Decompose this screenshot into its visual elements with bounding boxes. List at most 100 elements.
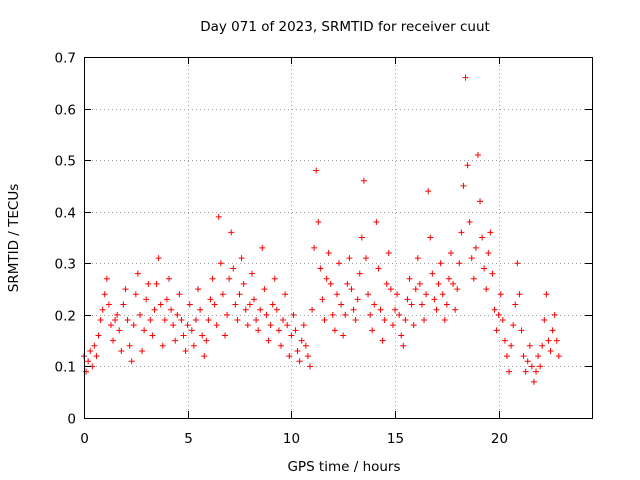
data-point (456, 260, 463, 267)
data-point (375, 265, 382, 272)
data-point (352, 317, 359, 324)
data-point (398, 332, 405, 339)
data-point (277, 342, 284, 349)
data-point (321, 317, 328, 324)
data-point (149, 332, 156, 339)
data-point (110, 337, 117, 344)
data-point (294, 347, 301, 354)
data-point (253, 317, 260, 324)
data-point (396, 311, 403, 318)
data-point (139, 347, 146, 354)
data-point (134, 270, 141, 277)
data-point (143, 296, 150, 303)
data-point (323, 275, 330, 282)
data-point (491, 306, 498, 313)
data-point (190, 342, 197, 349)
data-point (151, 306, 158, 313)
data-point (443, 301, 450, 308)
data-point (153, 280, 160, 287)
data-point (452, 306, 459, 313)
data-point (207, 296, 214, 303)
data-point (141, 327, 148, 334)
data-point (182, 347, 189, 354)
data-point (145, 280, 152, 287)
data-point (292, 327, 299, 334)
data-point (215, 213, 222, 220)
data-point (429, 270, 436, 277)
data-point (450, 280, 457, 287)
data-point (481, 265, 488, 272)
data-point (265, 337, 272, 344)
x-tick-label: 10 (283, 431, 300, 447)
data-point (358, 234, 365, 241)
data-point (501, 337, 508, 344)
data-point (408, 301, 415, 308)
y-axis-label: SRMTID / TECUs (6, 184, 22, 292)
grid (84, 57, 592, 418)
data-point (383, 280, 390, 287)
data-point (406, 275, 413, 282)
data-point (124, 317, 131, 324)
data-point (280, 317, 287, 324)
data-point (506, 368, 513, 375)
data-point (387, 286, 394, 293)
data-point (402, 317, 409, 324)
data-point (373, 219, 380, 226)
data-point (259, 244, 266, 251)
data-point (238, 255, 245, 262)
data-point (470, 275, 477, 282)
plot-frame (84, 57, 593, 419)
data-point (286, 353, 293, 360)
data-point (342, 311, 349, 318)
data-point (168, 306, 175, 313)
y-tick-label: 0.4 (55, 206, 76, 222)
data-point (533, 368, 540, 375)
data-point (290, 311, 297, 318)
data-point (462, 74, 469, 81)
y-tick-label: 0.2 (55, 309, 76, 325)
data-point (379, 337, 386, 344)
data-point (516, 291, 523, 298)
data-point (269, 301, 276, 308)
data-point (248, 270, 255, 277)
data-point (439, 291, 446, 298)
data-point (350, 306, 357, 313)
data-point (288, 332, 295, 339)
data-point (514, 260, 521, 267)
data-point (327, 280, 334, 287)
x-tick-label: 0 (80, 431, 89, 447)
data-point (284, 322, 291, 329)
data-point (512, 301, 519, 308)
data-point (541, 317, 548, 324)
data-point (232, 301, 239, 308)
data-point (257, 306, 264, 313)
data-point (217, 260, 224, 267)
data-point (466, 219, 473, 226)
data-point (126, 342, 133, 349)
data-point (172, 337, 179, 344)
data-point (201, 353, 208, 360)
data-point (344, 280, 351, 287)
data-point (213, 322, 220, 329)
data-point (522, 368, 529, 375)
data-point (435, 280, 442, 287)
data-point (97, 317, 104, 324)
data-point (122, 286, 129, 293)
data-point (503, 353, 510, 360)
data-point (130, 322, 137, 329)
data-point (188, 327, 195, 334)
data-point (464, 162, 471, 169)
data-point (479, 234, 486, 241)
data-point (118, 347, 125, 354)
data-point (282, 291, 289, 298)
data-point (120, 301, 127, 308)
data-point (371, 301, 378, 308)
data-point (551, 311, 558, 318)
data-point (445, 275, 452, 282)
data-point (255, 327, 262, 334)
data-point (236, 291, 243, 298)
data-point (423, 291, 430, 298)
data-point (460, 182, 467, 189)
data-point (261, 286, 268, 293)
